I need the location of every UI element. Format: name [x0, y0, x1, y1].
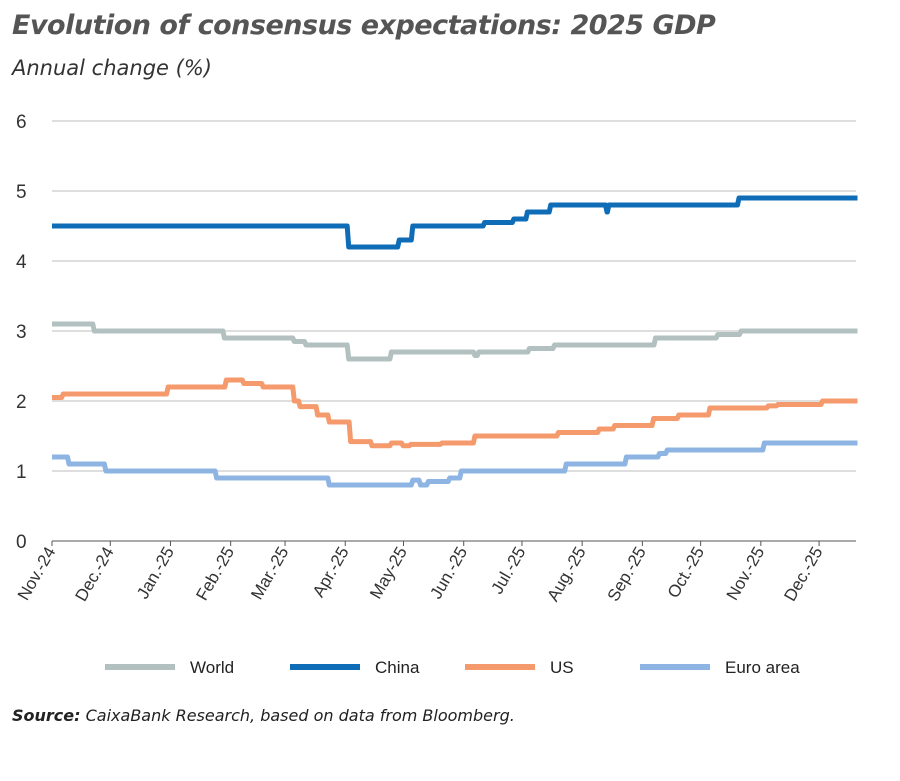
y-tick-label: 5: [16, 182, 27, 203]
y-tick-label: 3: [16, 322, 27, 343]
y-tick-label: 6: [16, 112, 27, 133]
source-note: Source: CaixaBank Research, based on dat…: [12, 706, 515, 725]
y-tick-label: 4: [16, 252, 27, 273]
x-tick-label: Aug.-25: [543, 544, 589, 605]
y-tick-label: 2: [16, 392, 27, 413]
series-line-us: [52, 377, 859, 449]
x-tick-label: Nov.-25: [723, 544, 769, 604]
series-line-euro-area: [52, 440, 859, 488]
source-text: CaixaBank Research, based on data from B…: [80, 706, 515, 725]
x-tick-label: Jan.-25: [133, 544, 178, 603]
legend-label: China: [375, 658, 420, 677]
legend-label: World: [190, 658, 234, 677]
x-tick-label: Oct.-25: [664, 544, 708, 602]
y-tick-label: 1: [16, 462, 27, 483]
source-label: Source:: [12, 706, 81, 725]
x-tick-label: Feb.-25: [192, 544, 238, 604]
y-tick-label: 0: [16, 532, 27, 553]
x-tick-label: Dec.-24: [72, 544, 118, 605]
x-tick-label: Mar.-25: [247, 544, 292, 603]
x-tick-label: Dec.-25: [780, 544, 826, 605]
legend-label: US: [550, 658, 574, 677]
x-tick-label: Apr.-25: [309, 544, 353, 601]
series-line-china: [52, 195, 859, 250]
x-tick-label: Jun.-25: [426, 544, 471, 603]
series-line-world: [52, 321, 859, 362]
chart-subtitle: Annual change (%): [12, 56, 212, 80]
x-tick-label: Jul.-25: [487, 544, 529, 598]
x-tick-label: Sep.-25: [604, 544, 650, 605]
legend-label: Euro area: [725, 658, 800, 677]
x-tick-label: May-25: [366, 544, 411, 603]
chart-title: Evolution of consensus expectations: 202…: [12, 10, 716, 41]
